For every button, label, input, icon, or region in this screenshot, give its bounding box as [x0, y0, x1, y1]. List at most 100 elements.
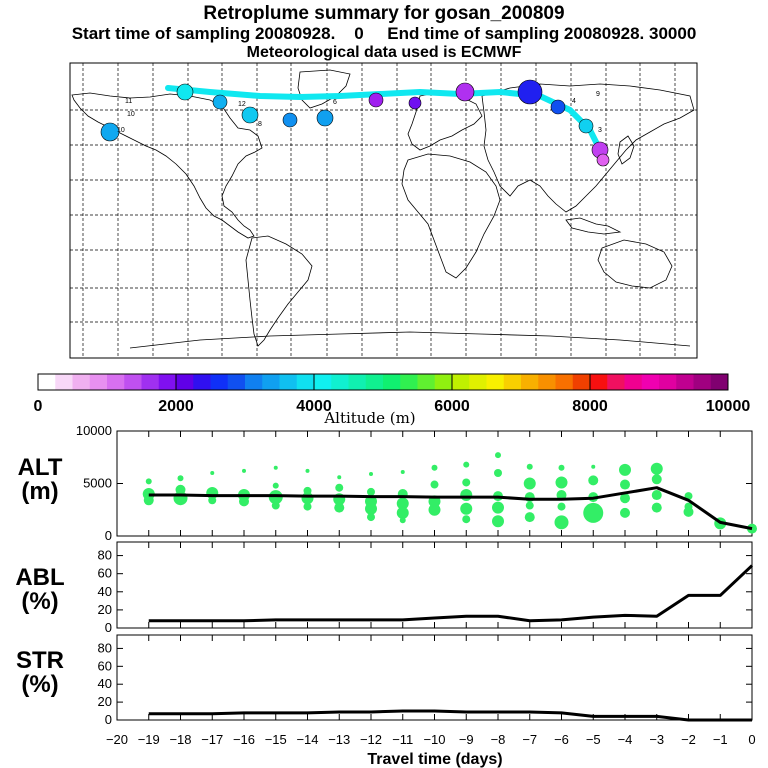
coast-indonesia	[565, 217, 622, 235]
colorbar-swatch-35	[641, 374, 660, 390]
x-tick-label-3: −17	[201, 732, 223, 747]
x-tick-label-2: −18	[169, 732, 191, 747]
alt-dot-55	[556, 490, 567, 501]
alt-dot-59	[588, 475, 599, 486]
str-panel: 0 20 40 60 80 STR(%)	[16, 634, 753, 727]
colorbar-swatch-1	[55, 374, 73, 390]
colorbar-swatch-37	[676, 374, 694, 390]
alt-dot-21	[335, 483, 344, 492]
colorbar-swatch-16	[314, 374, 332, 390]
colorbar-swatch-0	[38, 374, 56, 390]
alt-dot-35	[430, 480, 439, 489]
trajectory-blob-9	[517, 79, 543, 105]
alt-dot-42	[462, 515, 471, 524]
abl-frame	[116, 541, 753, 629]
alt-dot-57	[554, 515, 569, 530]
alt-dot-48	[526, 463, 533, 470]
colorbar-swatch-33	[607, 374, 625, 390]
abl-ytick-label-0: 0	[105, 620, 112, 635]
colorbar-swatch-5	[124, 374, 142, 390]
colorbar-swatch-6	[141, 374, 160, 390]
str-label-bottom: (%)	[21, 671, 58, 698]
alt-dot-3	[177, 475, 184, 482]
colorbar-title: Altitude (m)	[323, 409, 415, 427]
colorbar-swatch-18	[348, 374, 367, 390]
coast-australia	[597, 239, 673, 289]
trajectory-blob-13	[596, 153, 610, 167]
str-ytick-label-4: 80	[98, 640, 112, 655]
colorbar-tick-label-4: 8000	[572, 398, 608, 415]
alt-dot-15	[271, 501, 280, 510]
colorbar-swatch-36	[659, 374, 677, 390]
colorbar-swatch-10	[210, 374, 229, 390]
trajectory-blob-0	[100, 122, 120, 142]
world-map-panel: 11 10 10 12 8 6 9 4 3	[69, 62, 698, 359]
x-tick-label-9: −11	[392, 732, 413, 747]
alt-dot-31	[396, 497, 409, 510]
alt-dot-51	[525, 501, 534, 510]
coast-africa	[401, 153, 501, 279]
x-tick-label-10: −10	[423, 732, 445, 747]
alt-dot-46	[492, 501, 504, 514]
colorbar-swatch-15	[296, 374, 315, 390]
trajectory-day-label-0: 11	[125, 98, 132, 105]
abl-ytick-label-2: 40	[98, 584, 112, 599]
colorbar-swatch-29	[538, 374, 556, 390]
colorbar-swatch-34	[624, 374, 643, 390]
abl-ytick-label-1: 20	[98, 602, 112, 617]
colorbar-swatch-14	[279, 374, 298, 390]
colorbar-swatch-24	[452, 374, 470, 390]
colorbar-tick-label-1: 2000	[158, 398, 194, 415]
x-tick-label-18: −2	[681, 732, 696, 747]
colorbar-tick-label-5: 10000	[706, 398, 751, 415]
x-axis: −20 −19 −18 −17 −16 −15 −14 −13 −12 −11 −10 −9 −8 −7−…	[106, 732, 756, 768]
alt-dot-64	[620, 493, 630, 504]
abl-ytick-label-3: 60	[98, 566, 112, 581]
str-ytick-label-0: 0	[105, 712, 112, 727]
end-time-text: End time of sampling 20080928. 30000	[387, 24, 697, 43]
alt-dot-28	[367, 513, 375, 522]
colorbar-swatch-13	[262, 374, 280, 390]
alt-mean-line	[148, 486, 753, 531]
str-ytick-label-3: 60	[98, 658, 112, 673]
alt-dot-19	[303, 502, 312, 511]
x-tick-label-6: −14	[296, 732, 318, 747]
trajectory-blob-7	[408, 96, 422, 110]
alt-dot-8	[208, 496, 217, 505]
alt-dot-40	[460, 489, 473, 502]
alt-dot-20	[337, 475, 342, 480]
alt-dot-43	[495, 452, 501, 459]
abl-label-bottom: (%)	[21, 588, 58, 615]
x-tick-label-4: −16	[233, 732, 255, 747]
colorbar-swatch-17	[331, 374, 349, 390]
alt-dot-69	[651, 502, 662, 513]
alt-dot-66	[650, 462, 663, 475]
altitude-colorbar: 0 2000 4000 6000 8000 10000 Altitude (m)	[34, 373, 751, 427]
x-tick-label-17: −3	[649, 732, 664, 747]
colorbar-swatch-12	[245, 374, 263, 390]
x-tick-label-16: −4	[618, 732, 633, 747]
colorbar-swatch-22	[417, 374, 436, 390]
str-mean-line	[148, 709, 752, 722]
trajectory-blob-8	[455, 82, 475, 102]
alt-label-top: ALT	[18, 454, 63, 481]
colorbar-swatch-25	[469, 374, 487, 390]
trajectory-day-label-1: 10	[127, 111, 135, 118]
colorbar-swatch-21	[400, 374, 418, 390]
colorbar-swatch-30	[555, 374, 574, 390]
alt-dot-38	[463, 461, 470, 468]
x-tick-label-8: −12	[360, 732, 382, 747]
colorbar-swatch-11	[227, 374, 246, 390]
x-tick-label-1: −19	[138, 732, 160, 747]
alt-dot-58	[591, 464, 596, 469]
colorbar-swatch-2	[72, 374, 91, 390]
alt-dot-27	[365, 502, 377, 515]
coast-south-america	[245, 235, 313, 347]
x-tick-label-0: −20	[106, 732, 128, 747]
alt-dot-2	[143, 495, 154, 506]
x-tick-label-13: −7	[522, 732, 537, 747]
alt-dot-14	[268, 490, 283, 505]
alt-dot-16	[305, 468, 310, 473]
alt-dot-67	[651, 474, 662, 485]
